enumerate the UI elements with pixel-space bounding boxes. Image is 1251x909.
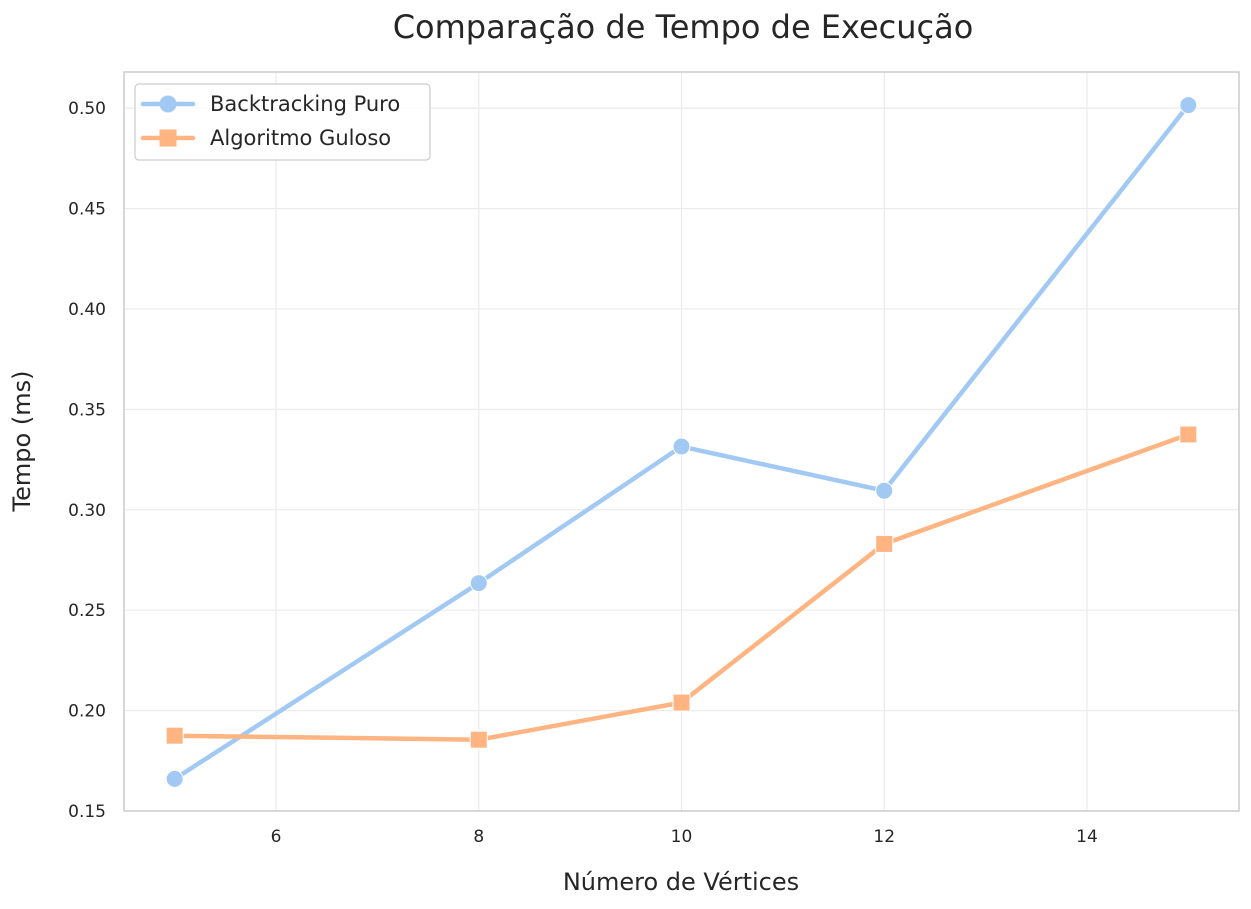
data-point [165,726,184,745]
x-tick-label: 10 [671,827,693,847]
data-point [672,693,691,712]
axis-ticks: 6 8 10 12 14 0.15 0.20 0.25 0.30 0.35 0.40 0.45 0.50 [68,99,1098,847]
series-group [165,96,1198,788]
data-point [165,769,184,788]
data-point [469,730,488,749]
data-point [1179,425,1198,444]
data-point [1179,96,1198,115]
x-axis-label: Número de Vértices [563,868,799,896]
data-point [875,534,894,553]
legend-marker [159,129,177,147]
x-tick-label: 8 [473,827,484,847]
y-tick-label: 0.20 [68,702,106,722]
legend: Backtracking Puro Algoritmo Guloso [134,83,431,161]
y-tick-label: 0.15 [68,802,106,822]
y-tick-label: 0.45 [68,200,106,220]
data-point [672,437,691,456]
y-tick-label: 0.50 [68,99,106,119]
legend-box [134,83,431,161]
x-tick-label: 14 [1076,827,1098,847]
y-axis-label: Tempo (ms) [8,371,36,513]
legend-label: Backtracking Puro [210,92,400,116]
y-tick-label: 0.25 [68,601,106,621]
y-tick-label: 0.35 [68,400,106,420]
data-point [469,574,488,593]
plot-frame [123,71,1240,812]
x-tick-label: 6 [271,827,282,847]
series-1 [165,96,1198,788]
y-tick-label: 0.30 [68,501,106,521]
y-tick-label: 0.40 [68,300,106,320]
legend-marker [159,95,177,113]
chart-title: Comparação de Tempo de Execução [393,8,974,46]
x-tick-label: 12 [873,827,895,847]
series-2 [165,425,1198,749]
data-point [875,481,894,500]
legend-label: Algoritmo Guloso [210,126,391,150]
